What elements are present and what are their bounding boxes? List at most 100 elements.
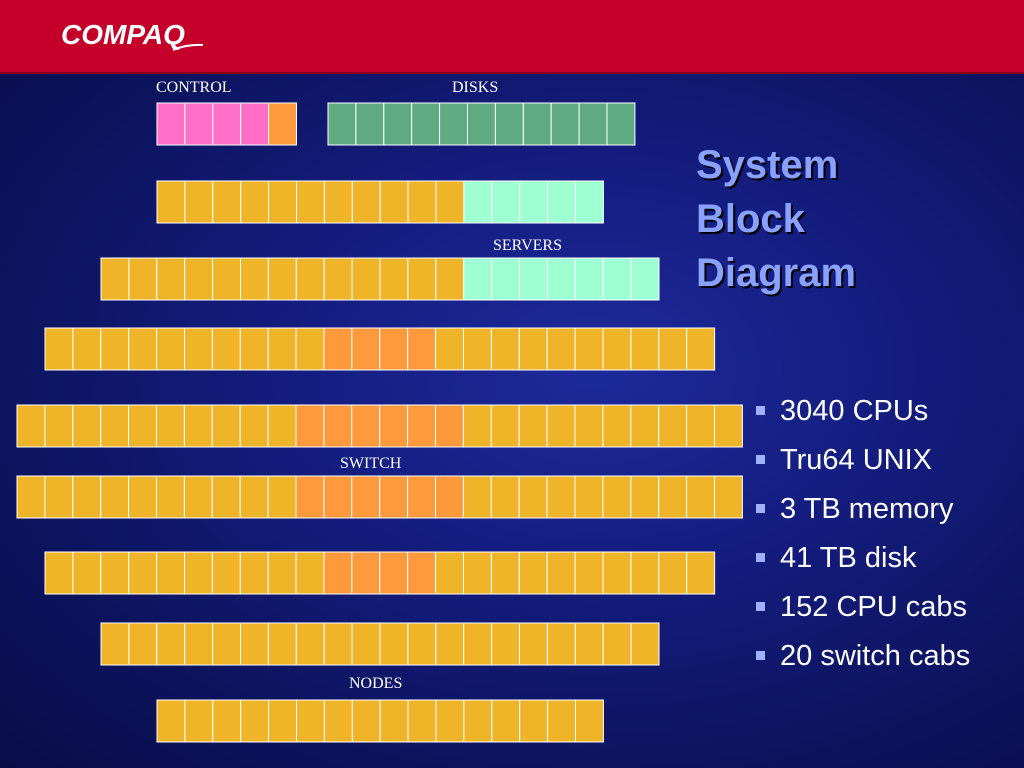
compaq-logo: COMPAQ [61, 19, 185, 50]
rack-row-6-cell [546, 551, 576, 595]
rack-row-5-cell [351, 475, 381, 519]
rack-row-5-cell [546, 475, 576, 519]
slide-title: System Block Diagram [696, 138, 856, 300]
header-bar: COMPAQ [0, 0, 1024, 74]
logo-swoosh-icon [172, 43, 204, 51]
rack-row-6-cell [658, 551, 688, 595]
rack-row-4-cell [351, 404, 381, 448]
rack-row-7-cell [574, 622, 604, 666]
rack-row-5-cell [379, 475, 409, 519]
square-bullet-icon [756, 651, 765, 660]
rack-row-3-cell [156, 327, 186, 371]
rack-row-4-cell [490, 404, 520, 448]
rack-row-4-cell [658, 404, 688, 448]
rack-row-6-cell [574, 551, 604, 595]
bullet-text: Tru64 UNIX [780, 444, 933, 476]
square-bullet-icon [756, 504, 765, 513]
rack-row-4-cell [518, 404, 548, 448]
rack-row-3-cell [546, 327, 576, 371]
bullet-item: Tru64 UNIX [756, 439, 970, 488]
square-bullet-icon [756, 455, 765, 464]
rack-row-2-cell [156, 257, 186, 301]
rack-row-4-cell [379, 404, 409, 448]
rack-row-4-cell [156, 404, 185, 448]
rack-row-7-cell [184, 622, 214, 666]
rack-row-8-cell [184, 699, 214, 743]
rack-row-7-cell [407, 622, 437, 666]
disks-row-cell [355, 102, 385, 146]
square-bullet-icon [756, 406, 765, 415]
rack-row-5-cell [323, 475, 353, 519]
bullet-text: 20 switch cabs [780, 640, 971, 672]
rack-row-3-cell [463, 327, 492, 371]
rack-row-3-cell [602, 327, 632, 371]
rack-row-7-cell [100, 622, 130, 666]
bullet-item: 152 CPU cabs [756, 586, 970, 635]
rack-row-2-cell [240, 257, 269, 301]
rack-row-6-cell [267, 551, 297, 595]
rack-row-5-cell [435, 475, 464, 519]
rack-row-2-cell [435, 257, 465, 301]
rack-row-8-cell [407, 699, 437, 743]
rack-row-7-cell [519, 622, 548, 666]
rack-row-7-cell [602, 622, 632, 666]
control-row-cell [268, 102, 298, 146]
rack-row-8-cell [156, 699, 186, 743]
disks-row-cell [327, 102, 357, 146]
rack-row-6-cell [602, 551, 632, 595]
control-row-cell [240, 102, 270, 146]
rack-row-5-cell [183, 475, 213, 519]
rack-row-5-cell [490, 475, 520, 519]
square-bullet-icon [756, 553, 765, 562]
title-line-1: System [696, 143, 839, 187]
rack-row-4-cell [211, 404, 241, 448]
rack-row-4-cell [407, 404, 437, 448]
title-line-2: Block [696, 197, 805, 241]
rack-row-5-cell [267, 475, 297, 519]
rack-row-5-cell [462, 475, 492, 519]
disks-row-cell [411, 102, 441, 146]
rack-row-2-cell [463, 257, 493, 301]
rack-row-5-cell [658, 475, 688, 519]
rack-row-4-cell [546, 404, 576, 448]
bullet-item: 20 switch cabs [756, 635, 970, 684]
disks-row-cell [550, 102, 580, 146]
rack-row-1-cell [519, 180, 549, 224]
rack-row-5-cell [295, 475, 325, 519]
rack-row-6-cell [184, 551, 213, 595]
rack-row-4-cell [16, 404, 46, 448]
rack-row-4-cell [714, 404, 743, 448]
rack-row-1-cell [323, 180, 353, 224]
rack-row-3-cell [323, 327, 353, 371]
disks-row-cell [606, 102, 636, 146]
rack-row-8-cell [519, 699, 549, 743]
rack-row-4-cell [128, 404, 158, 448]
rack-row-5-cell [630, 475, 660, 519]
rack-row-1-cell [184, 180, 214, 224]
rack-row-6-cell [351, 551, 381, 595]
control-row-cell [212, 102, 242, 146]
bullet-text: 3040 CPUs [780, 395, 929, 427]
rack-row-1-cell [268, 180, 298, 224]
rack-row-4-cell [630, 404, 660, 448]
rack-row-2-cell [128, 257, 158, 301]
rack-row-6-cell [295, 551, 325, 595]
rack-row-4-cell [323, 404, 353, 448]
rack-row-6-cell [44, 551, 74, 595]
rack-row-1-cell [407, 180, 437, 224]
title-line-3: Diagram [696, 251, 857, 295]
rack-row-2-cell [212, 257, 242, 301]
bullet-item: 41 TB disk [756, 537, 970, 586]
rack-row-7-cell [295, 622, 325, 666]
rack-row-6-cell [379, 551, 409, 595]
rack-row-6-cell [211, 551, 241, 595]
rack-row-5-cell [100, 475, 130, 519]
rack-row-3-cell [239, 327, 269, 371]
rack-row-6-cell [686, 551, 716, 595]
rack-row-5-cell [239, 475, 269, 519]
rack-row-6-cell [323, 551, 353, 595]
rack-row-2-cell [100, 257, 130, 301]
rack-row-5-cell [44, 475, 74, 519]
rack-row-6-cell [156, 551, 186, 595]
